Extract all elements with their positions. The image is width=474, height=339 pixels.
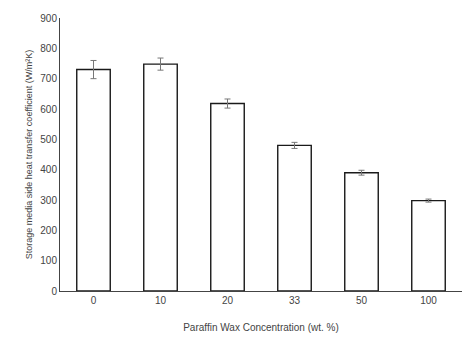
svg-text:300: 300 <box>40 195 57 206</box>
svg-text:900: 900 <box>40 13 57 24</box>
svg-text:50: 50 <box>356 295 368 306</box>
svg-text:33: 33 <box>289 295 301 306</box>
svg-text:700: 700 <box>40 73 57 84</box>
svg-text:400: 400 <box>40 164 57 175</box>
svg-text:Storage media side heat transf: Storage media side heat transfer coeffic… <box>24 50 34 259</box>
svg-text:100: 100 <box>40 255 57 266</box>
svg-text:Paraffin Wax Concentration (wt: Paraffin Wax Concentration (wt. %) <box>183 322 339 333</box>
svg-text:800: 800 <box>40 43 57 54</box>
svg-text:0: 0 <box>51 286 57 297</box>
svg-text:100: 100 <box>420 295 437 306</box>
svg-text:20: 20 <box>222 295 234 306</box>
svg-text:0: 0 <box>91 295 97 306</box>
svg-text:600: 600 <box>40 104 57 115</box>
svg-text:500: 500 <box>40 134 57 145</box>
svg-text:10: 10 <box>155 295 167 306</box>
svg-text:200: 200 <box>40 225 57 236</box>
